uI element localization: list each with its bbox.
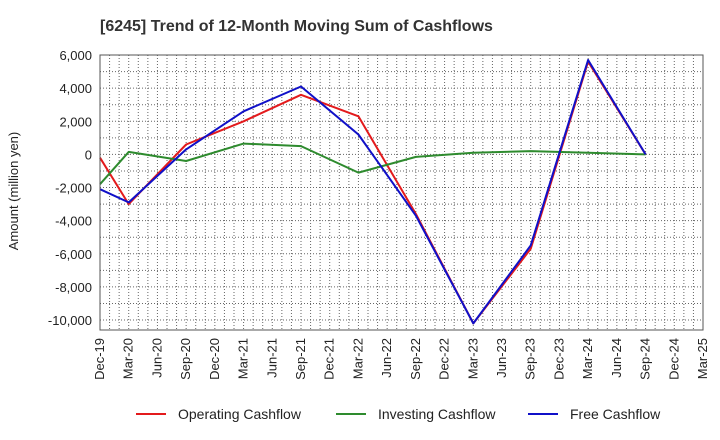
y-tick-label: -6,000: [55, 247, 92, 262]
chart-title: [6245] Trend of 12-Month Moving Sum of C…: [100, 18, 493, 35]
x-tick-label: Mar-24: [580, 338, 595, 379]
legend-label: Investing Cashflow: [378, 406, 496, 422]
y-tick-label: 0: [85, 147, 92, 162]
x-tick-label: Mar-22: [350, 338, 365, 379]
x-axis-ticks: Dec-19 Mar-20 Jun-20 Sep-20 Dec-20 Mar-21 Jun-…: [92, 338, 710, 380]
grid: [100, 54, 703, 330]
x-tick-label: Jun-21: [264, 338, 279, 378]
series-lines: [99, 59, 647, 325]
legend: Operating Cashflow Investing Cashflow Free…: [136, 406, 661, 422]
x-tick-label: Sep-22: [408, 338, 423, 380]
series-line: [99, 59, 647, 325]
y-tick-label: 6,000: [59, 48, 92, 63]
x-tick-label: Jun-24: [609, 338, 624, 378]
legend-label: Operating Cashflow: [178, 406, 302, 422]
y-tick-label: -2,000: [55, 181, 92, 196]
y-tick-label: 2,000: [59, 114, 92, 129]
series-line: [99, 60, 647, 325]
x-tick-label: Sep-24: [638, 338, 653, 380]
x-tick-label: Dec-21: [322, 338, 337, 380]
x-tick-label: Mar-23: [465, 338, 480, 379]
x-tick-label: Dec-22: [437, 338, 452, 380]
x-tick-label: Dec-20: [207, 338, 222, 380]
y-tick-label: -10,000: [48, 313, 92, 328]
series-line: [99, 142, 646, 185]
x-tick-label: Jun-22: [379, 338, 394, 378]
x-tick-label: Mar-21: [236, 338, 251, 379]
y-axis-ticks: 6,000 4,000 2,000 0 -2,000 -4,000 -6,000 -8,000…: [48, 48, 92, 328]
y-tick-label: -8,000: [55, 280, 92, 295]
x-tick-label: Jun-20: [149, 338, 164, 378]
x-tick-label: Mar-20: [121, 338, 136, 379]
y-tick-label: 4,000: [59, 81, 92, 96]
x-tick-label: Dec-23: [551, 338, 566, 380]
y-axis-label: Amount (million yen): [6, 132, 21, 251]
x-tick-label: Jun-23: [494, 338, 509, 378]
x-tick-label: Sep-21: [293, 338, 308, 380]
plot-area-border: [99, 54, 704, 331]
y-tick-label: -4,000: [55, 214, 92, 229]
legend-label: Free Cashflow: [570, 406, 661, 422]
x-tick-label: Dec-24: [666, 338, 681, 380]
x-tick-label: Dec-19: [92, 338, 107, 380]
x-tick-label: Sep-23: [523, 338, 538, 380]
x-tick-label: Mar-25: [695, 338, 710, 379]
x-tick-label: Sep-20: [178, 338, 193, 380]
